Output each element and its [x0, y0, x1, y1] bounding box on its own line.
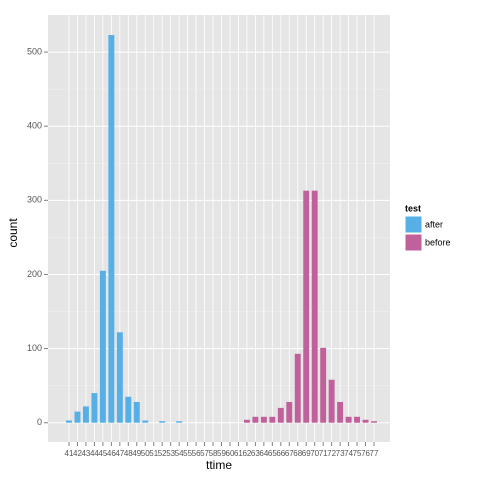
bar: [91, 393, 98, 423]
x-tick-label: 64: [259, 449, 268, 458]
x-tick-label: 42: [73, 449, 82, 458]
x-tick-label: 63: [251, 449, 260, 458]
bar: [303, 190, 310, 423]
x-tick-label: 68: [293, 449, 302, 458]
legend-title: test: [405, 203, 421, 213]
x-tick-label: 49: [132, 449, 141, 458]
bar: [159, 421, 166, 423]
bar: [66, 420, 72, 423]
x-tick-label: 66: [276, 449, 285, 458]
x-tick-label: 56: [192, 449, 201, 458]
bar: [354, 416, 361, 423]
x-tick-label: 60: [226, 449, 235, 458]
bar: [99, 270, 106, 423]
y-tick-label: 300: [27, 195, 42, 205]
x-tick-label: 69: [302, 449, 311, 458]
x-axis-title: ttime: [206, 458, 232, 472]
bar: [269, 416, 276, 423]
x-tick-label: 46: [107, 449, 116, 458]
legend-key: [404, 233, 423, 252]
x-tick-label: 51: [149, 449, 158, 458]
x-tick-label: 65: [268, 449, 277, 458]
bar: [108, 35, 115, 423]
x-tick-label: 59: [217, 449, 226, 458]
x-tick-label: 70: [310, 449, 319, 458]
x-tick-label: 71: [319, 449, 328, 458]
y-tick-label: 400: [27, 121, 42, 131]
bar: [286, 401, 293, 423]
y-axis-title: count: [6, 218, 20, 248]
bar: [243, 419, 250, 423]
bar: [260, 416, 267, 423]
bar: [82, 406, 89, 423]
bar: [328, 379, 335, 423]
y-tick-label: 500: [27, 46, 42, 56]
x-tick-label: 50: [141, 449, 150, 458]
bars: [66, 35, 377, 423]
x-tick-label: 53: [166, 449, 175, 458]
bar: [74, 411, 81, 423]
bar: [125, 396, 132, 423]
bar: [294, 353, 301, 423]
bar: [345, 416, 352, 423]
x-tick-label: 45: [98, 449, 107, 458]
x-tick-label: 43: [81, 449, 90, 458]
x-tick-label: 41: [65, 449, 74, 458]
x-tick-label: 67: [285, 449, 294, 458]
bar: [116, 332, 123, 423]
x-tick-label: 76: [361, 449, 370, 458]
x-tick-label: 54: [175, 449, 184, 458]
x-tick-label: 57: [200, 449, 209, 458]
x-tick-label: 74: [344, 449, 353, 458]
bar: [371, 421, 377, 423]
bar: [311, 190, 318, 423]
x-tick-label: 52: [158, 449, 167, 458]
x-tick-label: 55: [183, 449, 192, 458]
x-tick-label: 73: [336, 449, 345, 458]
legend-key: [404, 215, 423, 234]
x-tick-label: 47: [115, 449, 124, 458]
x-tick-label: 48: [124, 449, 133, 458]
x-tick-label: 58: [209, 449, 218, 458]
bar: [176, 421, 183, 423]
bar: [362, 419, 369, 423]
y-tick-label: 100: [27, 343, 42, 353]
legend-label: before: [425, 237, 451, 247]
y-tick-label: 0: [37, 417, 42, 427]
x-tick-label: 62: [242, 449, 251, 458]
bar: [133, 401, 140, 423]
bar: [320, 347, 327, 423]
y-tick-label: 200: [27, 269, 42, 279]
panel: [48, 15, 390, 442]
x-tick-label: 77: [370, 449, 379, 458]
legend-label: after: [425, 219, 443, 229]
x-tick-label: 75: [353, 449, 362, 458]
x-tick-label: 72: [327, 449, 336, 458]
bar: [337, 401, 344, 423]
bar: [277, 407, 284, 423]
x-tick-label: 61: [234, 449, 243, 458]
bar: [252, 416, 259, 423]
bar: [142, 420, 149, 423]
grid: [48, 15, 390, 442]
x-tick-label: 44: [90, 449, 99, 458]
